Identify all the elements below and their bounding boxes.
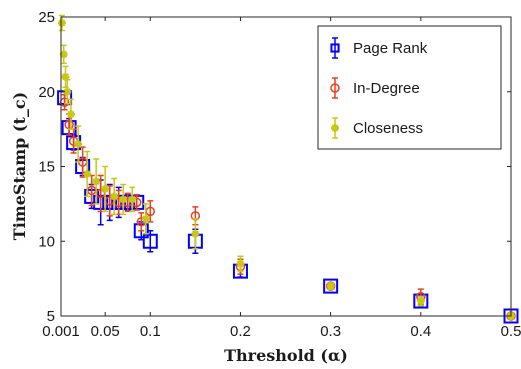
legend-marker (330, 83, 340, 93)
data-point (326, 282, 335, 291)
error-bar (138, 212, 145, 232)
data-point (101, 184, 110, 193)
y-tick-label: 5 (47, 308, 55, 325)
legend-box (317, 25, 502, 150)
x-tick-label: 0.5 (501, 323, 521, 340)
data-point (83, 169, 92, 178)
data-point (63, 87, 72, 96)
legend-marker (331, 124, 339, 132)
x-tick-label: 0.001 (42, 323, 80, 340)
data-point (119, 195, 128, 204)
legend-label: In-Degree (353, 80, 420, 97)
data-point (416, 297, 425, 306)
legend-marker (330, 43, 340, 53)
y-tick-label: 25 (38, 9, 55, 26)
plot-area (57, 14, 519, 324)
data-point (128, 195, 137, 204)
x-tick-label: 0.4 (410, 323, 431, 340)
data-point (110, 192, 119, 201)
y-tick-label: 10 (38, 233, 55, 250)
y-axis-title: TimeStamp (t_c) (10, 92, 29, 240)
data-point (142, 233, 158, 249)
data-point (74, 140, 83, 149)
x-axis-title: Threshold (α) (224, 346, 348, 365)
data-point (323, 278, 339, 294)
x-tick-label: 0.2 (230, 323, 251, 340)
data-point (92, 177, 101, 186)
legend: Page Rank In-Degree Closeness (317, 25, 502, 150)
legend-item: Page Rank (330, 37, 428, 59)
data-point (61, 72, 70, 81)
x-tick-label: 0.05 (91, 323, 120, 340)
data-point (59, 50, 68, 59)
y-tick-label: 20 (38, 84, 55, 101)
x-tick-label: 0.1 (140, 323, 161, 340)
legend-label: Closeness (353, 120, 423, 137)
data-point (57, 18, 66, 27)
data-point (66, 110, 75, 119)
legend-item: Closeness (331, 117, 423, 139)
legend-error-bar (332, 77, 338, 99)
data-point (141, 214, 150, 223)
data-point (191, 229, 200, 238)
x-tick-label: 0.3 (320, 323, 341, 340)
error-bar (133, 194, 140, 211)
legend-item: In-Degree (330, 77, 420, 99)
legend-error-bar (332, 37, 338, 59)
legend-label: Page Rank (353, 40, 428, 57)
data-point (236, 259, 245, 268)
axis-ticks: 0.001 0.05 0.1 0.2 0.3 0.4 0.5 5 10 15 20 25 (38, 9, 521, 340)
y-tick-label: 15 (38, 159, 55, 176)
